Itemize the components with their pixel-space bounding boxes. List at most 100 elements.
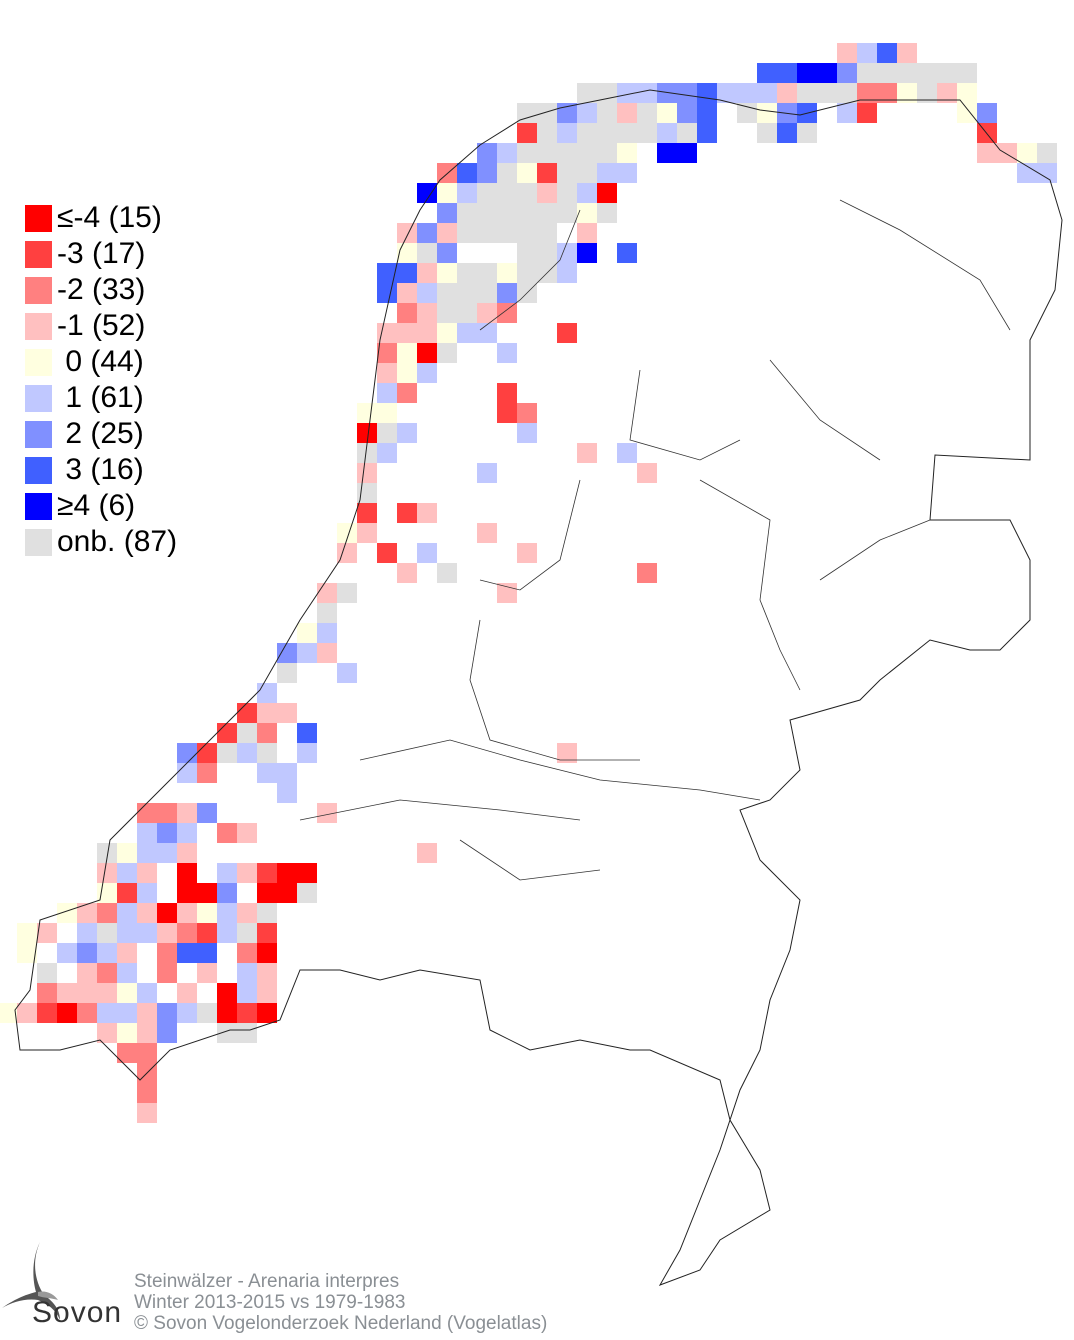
grid-cell xyxy=(277,763,297,783)
grid-cell xyxy=(377,423,397,443)
legend-swatch xyxy=(25,528,52,556)
legend-label: onb. (87) xyxy=(57,525,178,558)
grid-cell xyxy=(117,863,137,883)
grid-cell xyxy=(57,903,77,923)
grid-cell xyxy=(877,43,897,63)
grid-cell xyxy=(77,903,97,923)
grid-cell xyxy=(557,163,577,183)
grid-cell xyxy=(377,383,397,403)
grid-cell xyxy=(277,643,297,663)
grid-cell xyxy=(357,463,377,483)
grid-cell xyxy=(597,123,617,143)
grid-cell xyxy=(117,1003,137,1023)
legend-label: -2 (33) xyxy=(57,273,146,306)
legend-label: ≥4 (6) xyxy=(57,489,136,522)
grid-cell xyxy=(457,323,477,343)
copyright: © Sovon Vogelonderzoek Nederland (Vogela… xyxy=(134,1313,548,1334)
grid-cell xyxy=(277,703,297,723)
grid-cell xyxy=(357,423,377,443)
grid-cell xyxy=(457,183,477,203)
period: Winter 2013-2015 vs 1979-1983 xyxy=(134,1292,406,1313)
grid-cell xyxy=(337,543,357,563)
grid-cell xyxy=(197,883,217,903)
grid-cell xyxy=(77,983,97,1003)
grid-cell xyxy=(177,943,197,963)
grid-cell xyxy=(217,923,237,943)
grid-cell xyxy=(97,863,117,883)
grid-cell xyxy=(177,923,197,943)
grid-cell xyxy=(517,123,537,143)
grid-cell xyxy=(397,243,417,263)
grid-cell xyxy=(617,83,637,103)
legend-item: ≥4 (6) xyxy=(25,488,177,524)
grid-cell xyxy=(497,283,517,303)
grid-cell xyxy=(297,863,317,883)
grid-cell xyxy=(517,143,537,163)
grid-cell xyxy=(637,83,657,103)
grid-cell xyxy=(217,1003,237,1023)
grid-cell xyxy=(497,263,517,283)
grid-cell xyxy=(257,923,277,943)
grid-cell xyxy=(917,63,937,83)
legend-swatch xyxy=(25,348,52,376)
grid-cell xyxy=(557,143,577,163)
legend-swatch xyxy=(25,240,52,268)
grid-cell xyxy=(397,563,417,583)
grid-cell xyxy=(557,183,577,203)
grid-cell xyxy=(477,283,497,303)
grid-cell xyxy=(297,643,317,663)
grid-cell xyxy=(157,823,177,843)
grid-cell xyxy=(97,1023,117,1043)
grid-cell xyxy=(1017,163,1037,183)
grid-cell xyxy=(137,883,157,903)
grid-cell xyxy=(477,263,497,283)
legend-label: 1 (61) xyxy=(57,381,144,414)
grid-cell xyxy=(17,943,37,963)
sovon-swallow-logo xyxy=(2,1242,60,1320)
grid-cell xyxy=(177,803,197,823)
legend-swatch xyxy=(25,456,52,484)
grid-cell xyxy=(397,503,417,523)
grid-cell xyxy=(597,143,617,163)
legend-swatch xyxy=(25,204,52,232)
grid-cell xyxy=(217,723,237,743)
country-outline xyxy=(14,89,1063,1286)
grid-cell xyxy=(777,83,797,103)
grid-cell xyxy=(397,323,417,343)
grid-cell xyxy=(377,543,397,563)
grid-cell xyxy=(197,923,217,943)
grid-cell xyxy=(237,923,257,943)
grid-cell xyxy=(937,63,957,83)
grid-cell xyxy=(997,143,1017,163)
grid-cell xyxy=(237,983,257,1003)
legend-swatch xyxy=(25,312,52,340)
legend-item: ≤-4 (15) xyxy=(25,200,177,236)
grid-cell xyxy=(77,963,97,983)
grid-cell xyxy=(557,123,577,143)
grid-cells xyxy=(0,43,1057,1123)
grid-cell xyxy=(977,103,997,123)
grid-cell xyxy=(197,743,217,763)
grid-cell xyxy=(497,143,517,163)
grid-cell xyxy=(557,243,577,263)
grid-cell xyxy=(537,123,557,143)
grid-cell xyxy=(837,83,857,103)
grid-cell xyxy=(517,163,537,183)
grid-cell xyxy=(97,903,117,923)
grid-cell xyxy=(77,1003,97,1023)
grid-cell xyxy=(757,63,777,83)
grid-cell xyxy=(377,343,397,363)
grid-cell xyxy=(617,443,637,463)
grid-cell xyxy=(517,243,537,263)
grid-cell xyxy=(157,1003,177,1023)
grid-cell xyxy=(237,963,257,983)
grid-cell xyxy=(877,63,897,83)
grid-cell xyxy=(857,103,877,123)
grid-cell xyxy=(197,903,217,923)
grid-cell xyxy=(177,883,197,903)
grid-cell xyxy=(597,203,617,223)
legend-label: 2 (25) xyxy=(57,417,144,450)
grid-cell xyxy=(477,143,497,163)
legend-label: -1 (52) xyxy=(57,309,146,342)
grid-cell xyxy=(797,83,817,103)
